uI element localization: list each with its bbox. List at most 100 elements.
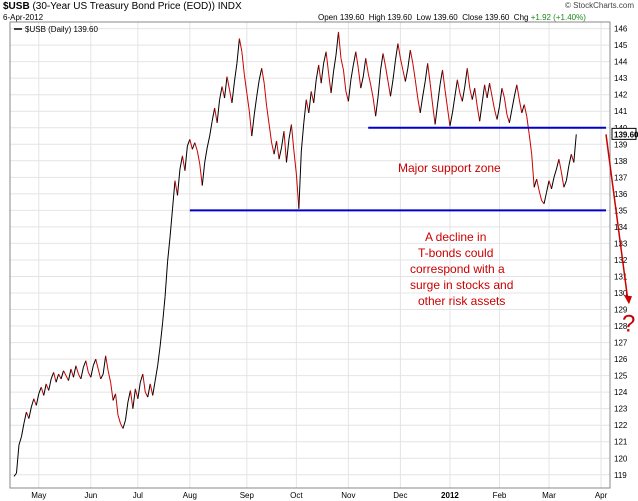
price-segment <box>570 154 575 163</box>
price-segment <box>444 89 448 108</box>
price-segment <box>308 91 312 113</box>
y-tick-label: 136 <box>614 190 628 199</box>
price-segment <box>484 84 488 99</box>
price-segment <box>124 402 129 421</box>
legend-label: $USB (Daily) 139.60 <box>25 25 98 34</box>
price-segment <box>394 43 399 61</box>
price-segment <box>501 87 505 99</box>
price-segment <box>342 69 347 92</box>
price-segment <box>60 370 65 380</box>
price-segment <box>266 106 270 125</box>
price-segment <box>360 76 364 89</box>
y-tick-label: 122 <box>614 421 628 430</box>
price-segment <box>461 86 466 102</box>
low-label: Low <box>416 13 432 22</box>
price-segment <box>449 112 453 127</box>
price-segment <box>92 358 97 366</box>
price-segment <box>412 63 416 80</box>
price-segment <box>345 91 349 102</box>
price-segment <box>471 87 476 100</box>
grid <box>10 22 610 488</box>
price-segment <box>553 168 557 178</box>
price-segment <box>310 91 315 104</box>
price-segment <box>404 68 409 82</box>
price-segment <box>164 261 169 297</box>
price-segment <box>238 38 243 52</box>
price-segment <box>23 411 27 424</box>
price-segment <box>337 31 342 59</box>
price-segment <box>90 365 94 378</box>
price-segment <box>543 192 548 204</box>
x-tick-label: Dec <box>393 491 407 500</box>
price-segment <box>414 79 419 99</box>
price-segment <box>263 83 268 107</box>
price-segment <box>380 53 384 70</box>
last-value-tag: 139.60 <box>611 127 638 140</box>
price-segment <box>40 387 45 396</box>
close-value: 139.60 <box>484 13 510 22</box>
x-tick-label: Mar <box>542 491 556 500</box>
price-segment <box>281 130 285 148</box>
x-tick-label: Feb <box>493 491 507 500</box>
price-segment <box>511 96 515 110</box>
price-segment <box>276 140 280 160</box>
support-lines <box>189 126 606 212</box>
price-segment <box>419 96 424 113</box>
price-segment <box>251 114 255 137</box>
price-segment <box>305 99 310 113</box>
price-segment <box>293 150 297 175</box>
price-segment <box>407 50 411 69</box>
price-segment <box>432 104 436 125</box>
price-segment <box>476 106 481 122</box>
price-segment <box>77 373 82 380</box>
price-segment <box>85 360 89 373</box>
projection: ? <box>605 134 635 337</box>
price-segment <box>456 79 461 94</box>
symbol: $USB <box>3 1 30 12</box>
price-segment <box>454 79 458 97</box>
close-label: Close <box>462 13 483 22</box>
price-segment <box>243 74 248 94</box>
price-segment <box>303 99 307 123</box>
low-value: 139.60 <box>433 13 458 22</box>
ohlc-readout: Open 139.60 High 139.60 Low 139.60 Close… <box>318 13 586 22</box>
price-segment <box>439 69 444 85</box>
price-segment <box>474 88 478 107</box>
price-segment <box>427 63 431 84</box>
price-segment <box>80 367 84 380</box>
price-segment <box>13 472 17 477</box>
price-segment <box>211 107 216 122</box>
price-segment <box>65 375 69 381</box>
projection-arrowhead <box>624 295 632 305</box>
price-segment <box>347 79 352 102</box>
price-segment <box>548 180 552 190</box>
price-segment <box>253 96 258 115</box>
price-segment <box>236 38 240 64</box>
price-segment <box>159 322 164 346</box>
price-segment <box>459 92 463 102</box>
price-segment <box>82 360 87 368</box>
price-segment <box>157 345 161 366</box>
price-segment <box>184 145 188 171</box>
price-segment <box>50 372 55 380</box>
price-segment <box>424 63 429 82</box>
price-segment <box>479 102 483 122</box>
price-segment <box>117 415 121 424</box>
price-segment <box>189 139 193 150</box>
y-tick-label: 137 <box>614 173 628 182</box>
price-segment <box>318 64 322 84</box>
y-tick-label: 128 <box>614 322 628 331</box>
price-segment <box>167 236 171 262</box>
high-value: 139.60 <box>387 13 412 22</box>
price-segment <box>498 88 503 107</box>
price-segment <box>162 296 166 323</box>
price-segment <box>568 154 572 166</box>
price-segment <box>219 86 223 100</box>
price-segment <box>392 59 396 80</box>
price-segment <box>298 150 302 209</box>
price-segment <box>256 79 260 97</box>
price-segment <box>486 83 491 99</box>
price-segment <box>176 169 181 196</box>
y-tick-label: 134 <box>614 223 628 232</box>
price-segment <box>367 73 372 85</box>
